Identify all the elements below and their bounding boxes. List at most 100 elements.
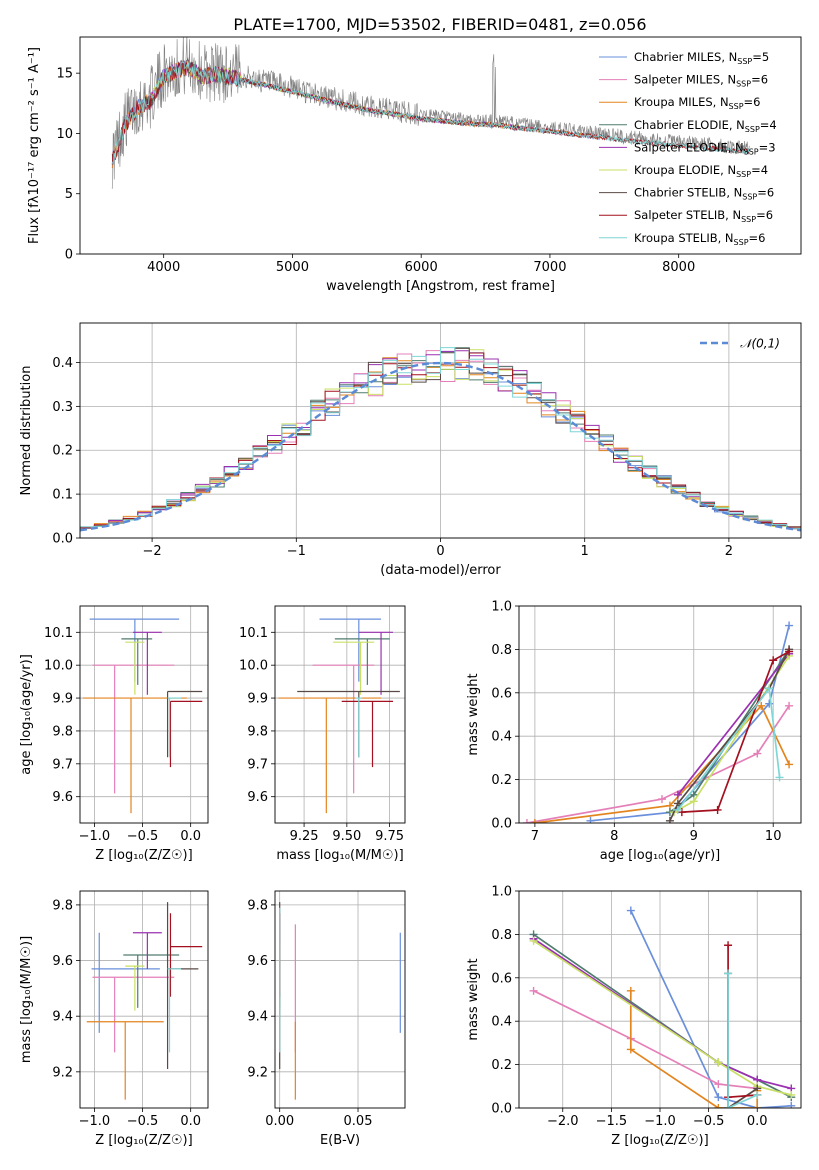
y-axis-label: Normed distribution [19, 366, 34, 496]
figure-title: PLATE=1700, MJD=53502, FIBERID=0481, z=0… [233, 15, 646, 34]
x-tick-label: 9.50 [332, 829, 361, 844]
plus-marker [713, 805, 722, 814]
errorbar-point [92, 664, 175, 794]
x-axis-label: wavelength [Angstrom, rest frame] [326, 279, 555, 294]
mass-weight-line [673, 655, 790, 813]
axes-frame [79, 890, 209, 1109]
y-tick-label: 1.0 [491, 600, 512, 615]
y-tick-label: 0.8 [491, 643, 512, 658]
massweight-vs-Z-plot: −2.0 −1.5 −1.0 −0.5 0.0 0.0 0.2 0.4 0.6 0.8 1.0 Z [… [466, 885, 802, 1148]
plus-marker [785, 621, 794, 630]
x-tick-label: −0.5 [693, 1114, 725, 1129]
y-tick-label: 9.6 [52, 790, 73, 805]
y-tick-label: 9.6 [247, 954, 268, 969]
y-tick-label: 10.1 [44, 626, 73, 641]
plus-marker [753, 1104, 762, 1108]
x-tick-label: 9.25 [290, 829, 319, 844]
y-axis-label: Flux [fλ10⁻¹⁷ erg cm⁻² s⁻¹ A⁻¹] [27, 47, 42, 244]
y-tick-label: 10 [56, 127, 73, 142]
plus-marker [765, 684, 774, 693]
x-tick-label: 0.05 [344, 1114, 373, 1129]
plus-marker [714, 1104, 723, 1108]
plus-marker [586, 816, 595, 823]
gaussian-reference-line [80, 361, 801, 532]
x-tick-label: −2.0 [547, 1114, 579, 1129]
x-tick-label: 9 [690, 829, 698, 844]
mass-weight-line [590, 625, 790, 822]
plus-marker [530, 819, 539, 823]
x-tick-label: 0.0 [180, 1114, 201, 1129]
mass-weight-line [533, 940, 792, 1096]
y-tick-label: 9.7 [52, 757, 73, 772]
mass-weight-line [630, 910, 792, 1108]
mass-weight-line [669, 649, 790, 822]
y-tick-label: 9.8 [247, 724, 268, 739]
y-tick-label: 9.9 [247, 692, 268, 707]
plus-marker [785, 701, 794, 710]
y-tick-label: 0.0 [491, 1102, 512, 1117]
plus-marker [626, 1045, 635, 1054]
mass-vs-ebv-marks [279, 902, 401, 1100]
errorbar-point [167, 968, 182, 1053]
x-tick-label: 6000 [405, 260, 438, 275]
errorbar-point [167, 697, 182, 758]
errorbar-point [125, 965, 145, 1011]
plus-marker [775, 773, 784, 782]
y-tick-label: 0.2 [491, 773, 512, 788]
age-vs-mass-marks [278, 618, 400, 814]
y-tick-label: 9.8 [52, 898, 73, 913]
y-tick-label: 0 [65, 248, 73, 263]
x-axis-label: mass [log₁₀(M/M☉)] [276, 848, 403, 863]
plus-marker [765, 699, 774, 708]
y-tick-label: 0.4 [491, 1015, 512, 1030]
y-axis-label: mass weight [466, 673, 481, 755]
legend-entry: Salpeter ELODIE, NSSP=3 [634, 140, 776, 156]
plus-marker [769, 656, 778, 665]
age-vs-Z-plot: −1.0 −0.5 0.0 9.6 9.7 9.8 9.9 10.0 10.1 Z [log₁₀(… [19, 605, 209, 863]
age-vs-mass-plot: 9.25 9.50 9.75 9.6 9.7 9.8 9.9 10.0 10.1 mass [lo… [239, 605, 406, 863]
y-tick-label: 9.8 [52, 724, 73, 739]
mass-vs-Z-marks [86, 902, 203, 1100]
plus-marker [787, 1090, 796, 1099]
x-tick-label: −0.5 [127, 829, 159, 844]
y-tick-label: 9.4 [247, 1010, 268, 1025]
plus-marker [753, 749, 762, 758]
plus-marker [529, 936, 538, 945]
errorbar-point [355, 697, 363, 758]
mass-weight-line [533, 937, 792, 1090]
axes-frame [274, 605, 406, 824]
plus-marker [626, 986, 635, 995]
plus-marker [787, 1101, 796, 1108]
x-tick-label: −1 [287, 544, 306, 559]
x-axis-label: (data-model)/error [380, 563, 501, 578]
x-axis-label: Z [log₁₀(Z/Z☉)] [95, 848, 192, 863]
y-tick-label: 9.2 [52, 1065, 73, 1080]
plus-marker [714, 1080, 723, 1089]
mass-vs-Z-plot: −1.0 −0.5 0.0 9.2 9.4 9.6 9.8 Z [log₁₀(Z/Z☉)] ma… [19, 890, 209, 1148]
x-tick-label: 8000 [662, 260, 695, 275]
y-axis-label: mass weight [466, 958, 481, 1040]
plus-marker [753, 1090, 762, 1099]
x-tick-label: 2 [725, 544, 733, 559]
mass-weight-line [677, 653, 790, 796]
y-tick-label: 15 [56, 67, 73, 82]
residuals-legend: 𝒩(0,1) [700, 337, 780, 351]
legend-entry: Chabrier ELODIE, NSSP=4 [634, 118, 777, 134]
legend-entry: Kroupa ELODIE, NSSP=4 [634, 163, 768, 179]
axes-frame [518, 890, 802, 1109]
x-tick-label: 0 [436, 544, 444, 559]
y-tick-label: 9.6 [247, 790, 268, 805]
plus-marker [757, 701, 766, 710]
axes-frame [79, 322, 802, 539]
legend-entry: 𝒩(0,1) [740, 337, 780, 351]
errorbar-point [341, 700, 394, 768]
x-tick-label: −1.5 [596, 1114, 628, 1129]
legend-entry: Chabrier STELIB, NSSP=6 [634, 186, 774, 202]
errorbar-point [312, 664, 375, 794]
mass-weight-line [681, 650, 790, 813]
y-tick-label: 5 [65, 187, 73, 202]
x-tick-label: 1 [581, 544, 589, 559]
axes-frame [518, 605, 802, 824]
plus-marker [673, 790, 682, 799]
